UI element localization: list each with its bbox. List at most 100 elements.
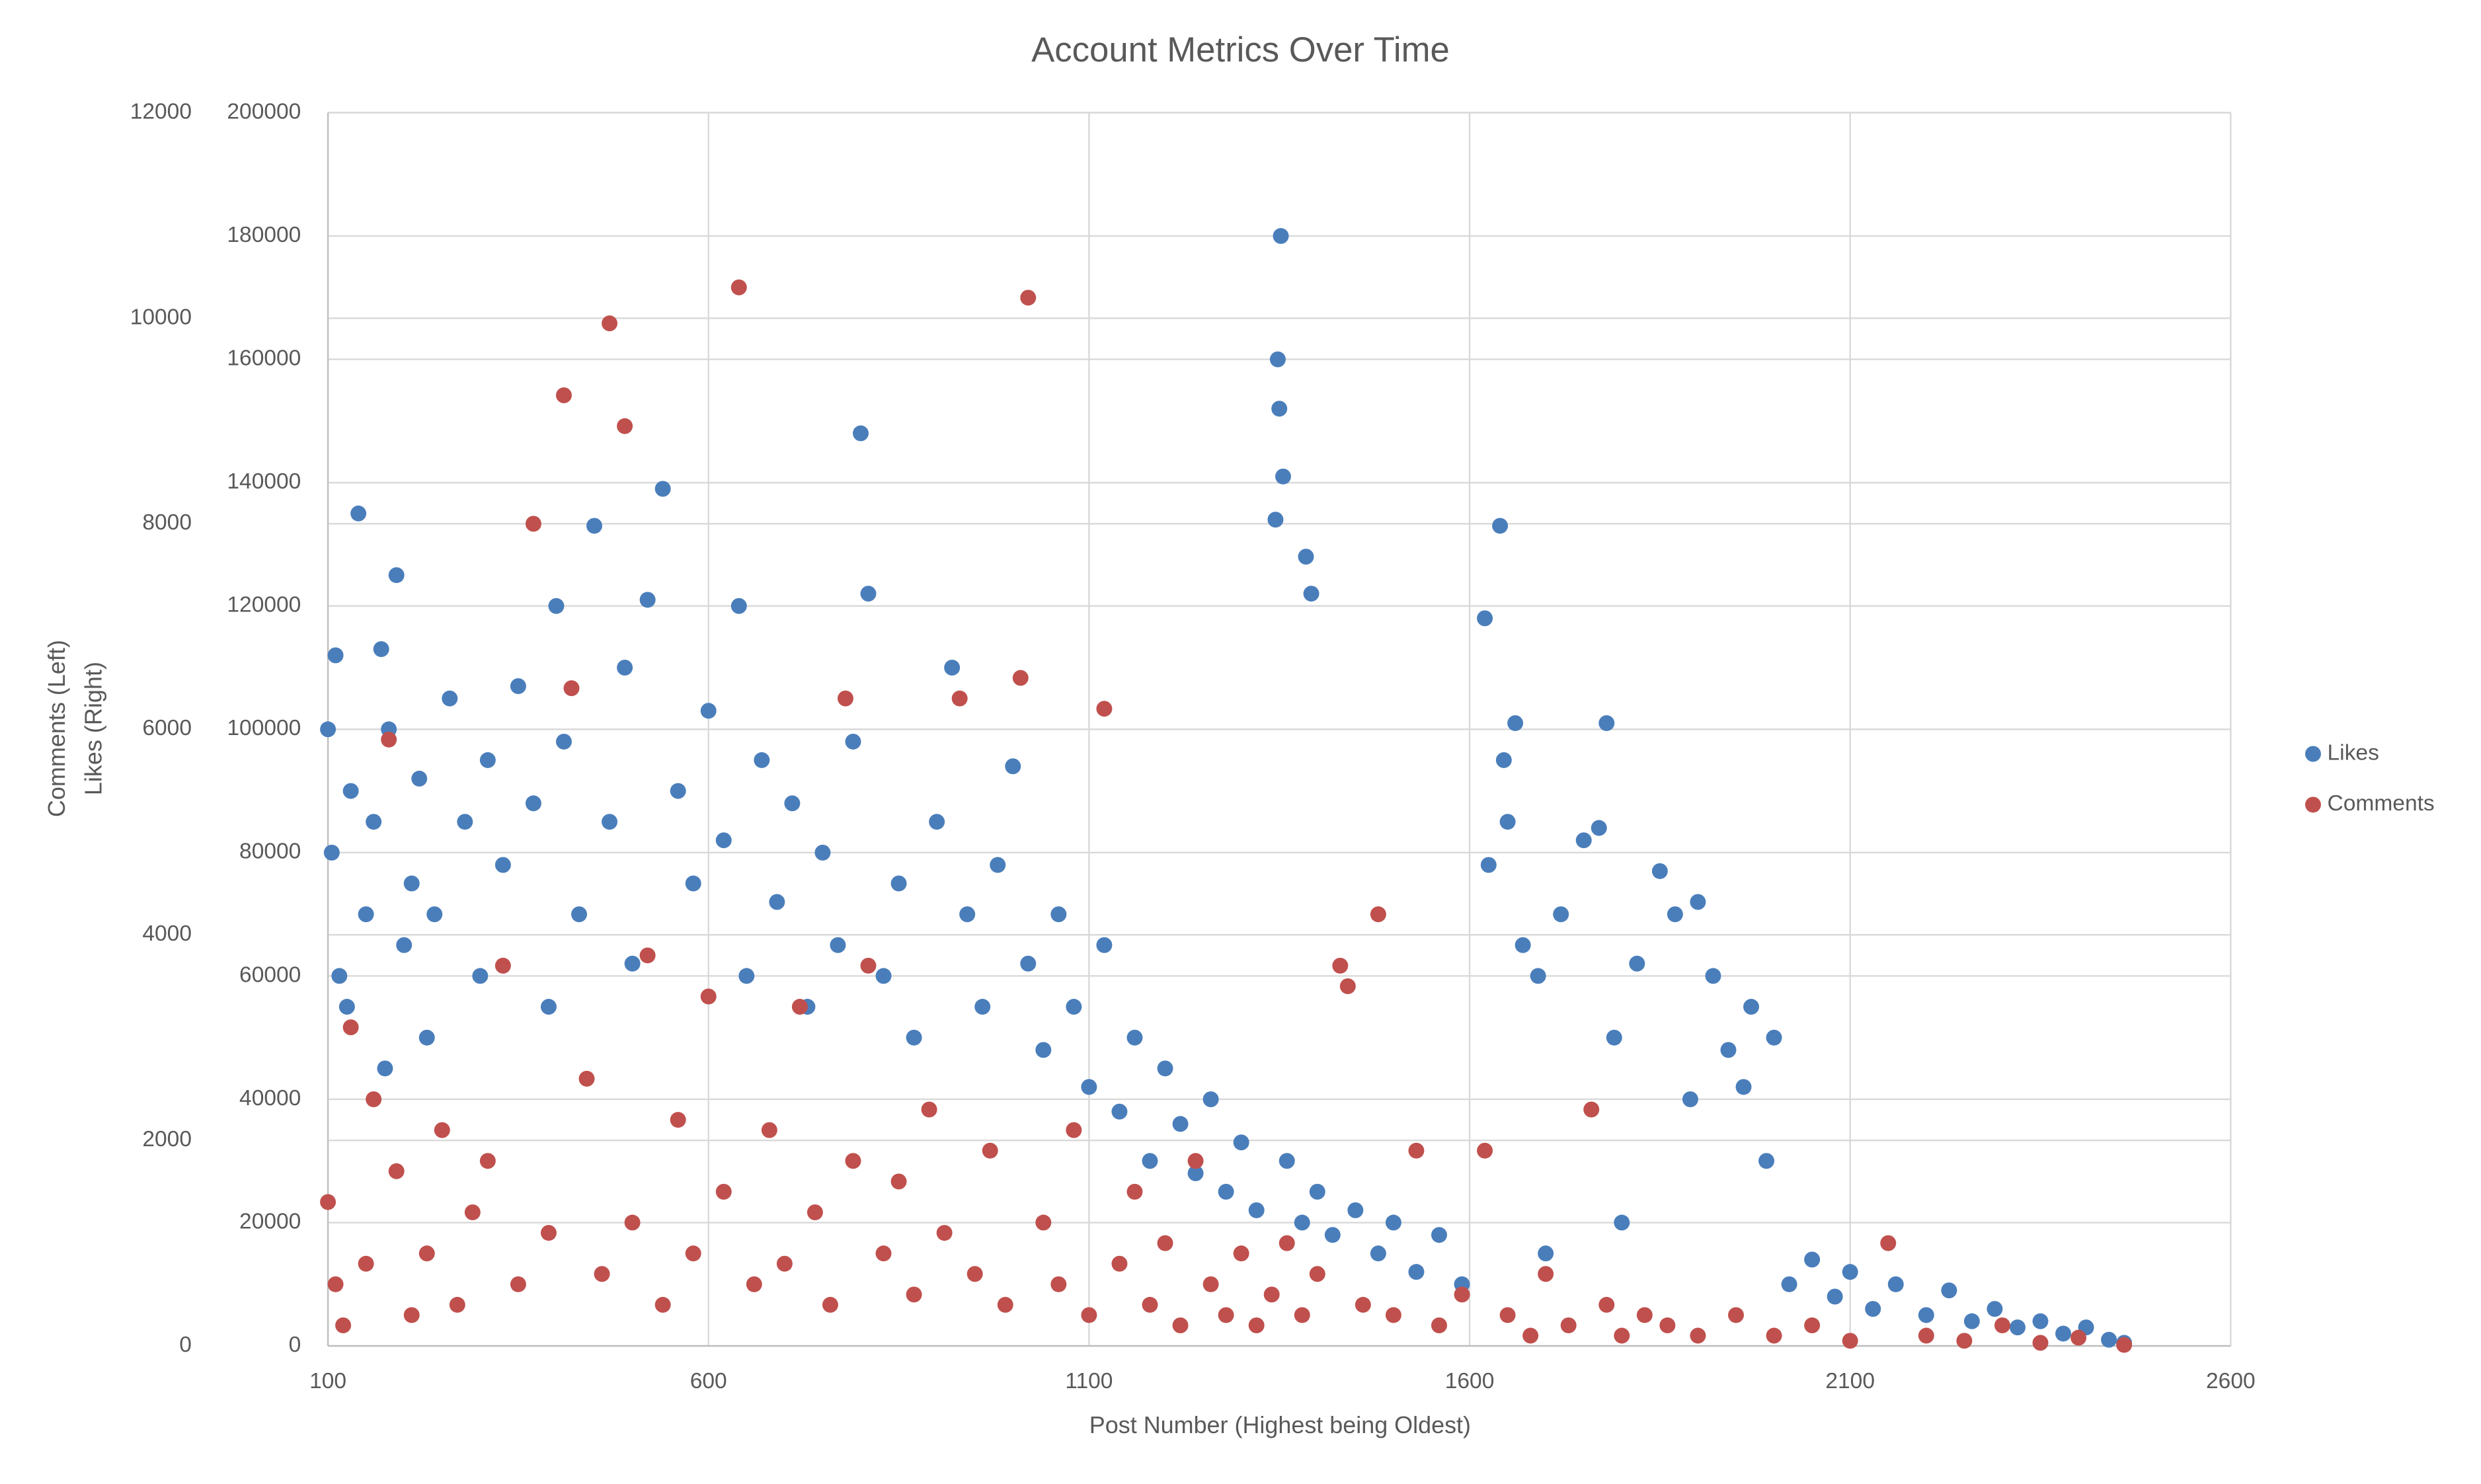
point	[730, 279, 747, 295]
point	[1187, 1165, 1204, 1181]
point	[1804, 1251, 1821, 1268]
point	[320, 1194, 336, 1210]
point	[1233, 1245, 1249, 1262]
x-tick-label: 100	[309, 1369, 346, 1393]
point	[1842, 1264, 1858, 1280]
point	[1690, 1327, 1706, 1344]
y2-tick-label: 180000	[227, 223, 301, 247]
point	[738, 968, 755, 984]
y2-tick-label: 60000	[239, 962, 301, 987]
y-tick-label: 12000	[130, 99, 192, 124]
point	[381, 731, 397, 748]
point	[494, 957, 511, 974]
point	[1035, 1042, 1052, 1058]
point	[1682, 1091, 1698, 1107]
point	[1583, 1101, 1600, 1118]
point	[472, 968, 489, 984]
point	[442, 690, 458, 707]
point	[1553, 906, 1569, 923]
point	[685, 1245, 701, 1262]
point	[1538, 1266, 1554, 1282]
point	[1248, 1202, 1265, 1218]
point	[2055, 1325, 2072, 1342]
point	[2101, 1331, 2117, 1348]
point	[1347, 1202, 1364, 1218]
point	[377, 1060, 393, 1077]
point	[1096, 937, 1113, 953]
point	[990, 857, 1006, 873]
point	[602, 814, 618, 830]
point	[1309, 1183, 1325, 1200]
point	[525, 795, 541, 812]
point	[845, 733, 861, 750]
point	[1142, 1153, 1158, 1169]
point	[1248, 1317, 1265, 1334]
point	[1233, 1134, 1249, 1151]
point	[890, 1173, 907, 1190]
point	[426, 906, 443, 923]
point	[1499, 814, 1516, 830]
point	[1294, 1307, 1310, 1323]
point	[654, 1296, 671, 1313]
point	[845, 1153, 861, 1169]
point	[571, 906, 587, 923]
point	[1766, 1029, 1782, 1046]
point	[403, 875, 420, 892]
point	[1332, 957, 1349, 974]
point	[1629, 955, 1645, 972]
x-tick-label: 1100	[1065, 1369, 1113, 1393]
point	[929, 814, 945, 830]
point	[1720, 1042, 1737, 1058]
point	[388, 1163, 405, 1179]
point	[331, 968, 348, 984]
point	[1355, 1296, 1371, 1313]
point	[860, 586, 877, 602]
point	[1963, 1313, 1980, 1329]
point	[1735, 1079, 1752, 1095]
point	[624, 955, 641, 972]
point	[822, 1296, 838, 1313]
point	[338, 999, 355, 1015]
point	[982, 1142, 998, 1159]
point	[997, 1296, 1013, 1313]
y2-tick-label: 160000	[227, 346, 301, 370]
point	[1267, 512, 1284, 528]
point	[1667, 906, 1683, 923]
point	[578, 1070, 595, 1087]
point	[906, 1286, 922, 1303]
point	[1766, 1327, 1782, 1344]
point	[715, 832, 732, 849]
point	[358, 906, 374, 923]
point	[1066, 999, 1082, 1015]
point	[563, 680, 580, 697]
point	[730, 598, 747, 614]
point	[1431, 1227, 1447, 1243]
point	[1172, 1317, 1189, 1334]
point	[1651, 863, 1668, 879]
point	[2070, 1329, 2087, 1346]
point	[1081, 1307, 1097, 1323]
legend-marker	[2304, 797, 2321, 813]
point	[1271, 401, 1288, 417]
point	[700, 703, 717, 719]
y-tick-label: 6000	[142, 716, 192, 740]
point	[1408, 1142, 1425, 1159]
point	[639, 947, 656, 964]
point	[654, 481, 671, 497]
chart-title: Account Metrics Over Time	[1031, 30, 1450, 69]
point	[594, 1266, 610, 1282]
y2-axis-title: Likes (Right)	[79, 662, 106, 795]
point	[1157, 1235, 1173, 1251]
point	[814, 844, 831, 861]
point	[1865, 1301, 1881, 1317]
point	[342, 783, 359, 799]
point	[1507, 715, 1524, 731]
point	[837, 690, 853, 707]
point	[1050, 906, 1067, 923]
point	[418, 1029, 435, 1046]
point	[1275, 468, 1291, 485]
y-axis-title: Comments (Left)	[43, 640, 70, 817]
y2-tick-label: 20000	[239, 1209, 301, 1233]
point	[1408, 1264, 1425, 1280]
point	[350, 505, 367, 522]
